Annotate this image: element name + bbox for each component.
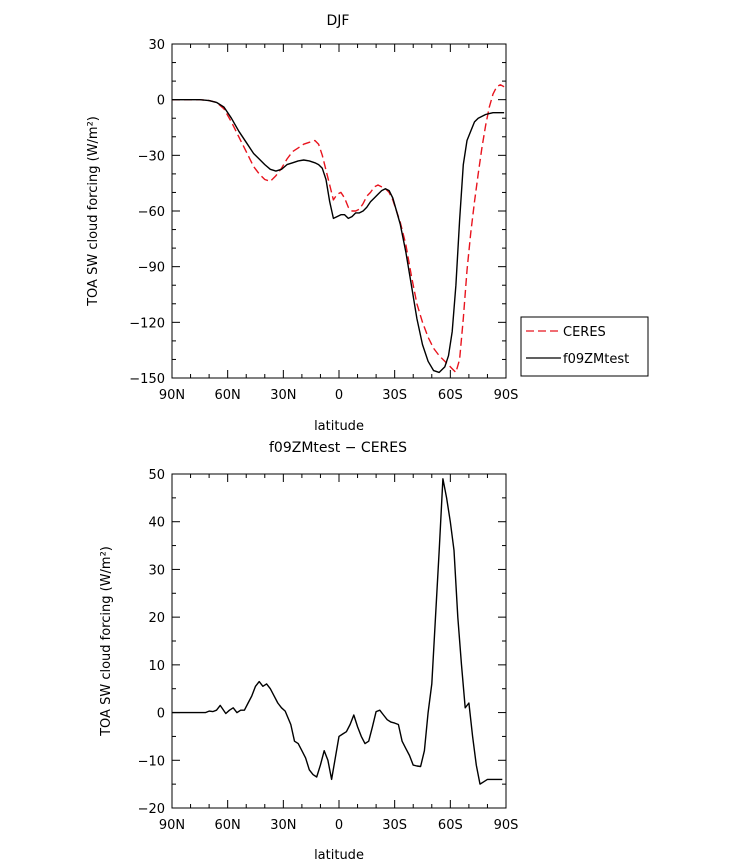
top-y-tick-label: −120 [129,316,165,331]
bottom-ticks: 90N 60N 30N 0 30S 60S 90S 50 40 30 20 10 0 −10 −20 [138,468,519,833]
bottom-series-line-difference [172,478,503,785]
top-y-tick-label: −90 [138,261,165,276]
bottom-chart-title: f09ZMtest − CERES [269,440,407,456]
top-chart-title: DJF [327,13,350,29]
bottom-y-tick-label: −10 [138,754,165,769]
bottom-x-tick-label: 0 [335,818,343,833]
legend-label-ceres: CERES [563,325,606,340]
bottom-y-tick-label: 0 [157,707,165,722]
bottom-y-tick-label: 50 [148,468,165,483]
legend-box [520,316,649,377]
top-series-line-f09zmtest [172,98,505,374]
top-y-tick-label: −60 [138,205,165,220]
top-plot-frame [171,43,507,379]
bottom-x-tick-label: 60S [438,818,463,833]
top-x-tick-label: 0 [335,388,343,403]
bottom-x-tick-label: 30N [270,818,296,833]
bottom-y-axis-label: TOA SW cloud forcing (W/m²) [99,546,114,737]
legend-label-f09zmtest: f09ZMtest [563,352,629,367]
bottom-x-tick-label: 60N [215,818,241,833]
top-series-line-ceres [172,84,505,374]
top-x-tick-label: 30N [270,388,296,403]
top-x-tick-label: 90N [159,388,185,403]
bottom-y-tick-label: −20 [138,802,165,817]
bottom-lines [172,478,503,785]
bottom-y-tick-label: 40 [148,516,165,531]
bottom-panel: f09ZMtest − CERES 90N 60N 30N 0 30S 60S 90S 50 4… [99,440,518,863]
top-panel: DJF 90N 60N 30N 0 30S 60S 90S 30 0 −30 −60 −90 −120 −… [86,13,649,434]
top-x-axis-label: latitude [314,419,364,434]
top-x-tick-label: 90S [494,388,519,403]
top-x-tick-label: 60N [215,388,241,403]
bottom-y-tick-label: 30 [148,563,165,578]
top-x-tick-label: 30S [382,388,407,403]
bottom-x-tick-label: 90S [494,818,519,833]
bottom-plot-frame [171,473,507,809]
top-y-tick-label: 0 [157,94,165,109]
bottom-y-tick-label: 20 [148,611,165,626]
bottom-y-tick-label: 10 [148,659,165,674]
bottom-x-axis-label: latitude [314,848,364,863]
top-y-tick-label: −30 [138,149,165,164]
top-ticks: 90N 60N 30N 0 30S 60S 90S 30 0 −30 −60 −90 −120 −150 [129,38,518,403]
top-x-tick-label: 60S [438,388,463,403]
bottom-x-tick-label: 90N [159,818,185,833]
top-y-tick-label: 30 [148,38,165,53]
top-lines [172,84,505,374]
legend: CERES f09ZMtest [520,316,649,377]
top-y-axis-label: TOA SW cloud forcing (W/m²) [86,116,101,307]
bottom-x-tick-label: 30S [382,818,407,833]
top-y-tick-label: −150 [129,372,165,387]
